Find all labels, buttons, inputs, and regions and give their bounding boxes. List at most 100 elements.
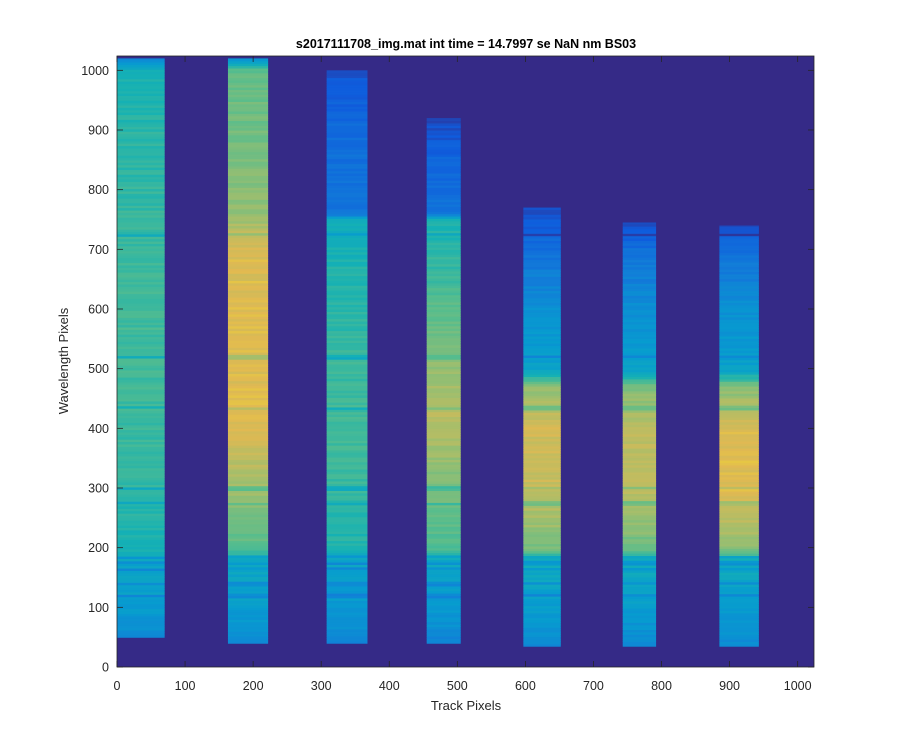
heatmap-cell (719, 493, 759, 497)
heatmap-cell (326, 371, 368, 375)
heatmap-cell (719, 237, 759, 241)
heatmap-cell (326, 640, 368, 644)
heatmap-cell (326, 602, 368, 606)
heatmap-cell (117, 135, 165, 139)
heatmap-cell (719, 240, 759, 244)
heatmap-cell (426, 442, 461, 446)
heatmap-cell (523, 233, 561, 237)
heatmap-cell (523, 333, 561, 337)
heatmap-cell (326, 175, 368, 179)
heatmap-cell (426, 485, 461, 489)
heatmap-cell (523, 607, 561, 611)
heatmap-cell (719, 433, 759, 437)
heatmap-cell (523, 302, 561, 306)
heatmap-cell (117, 596, 165, 600)
heatmap-cell (326, 318, 368, 322)
heatmap-cell (622, 443, 657, 447)
heatmap-cell (622, 266, 657, 270)
heatmap-cell (326, 287, 368, 291)
heatmap-cell (426, 118, 461, 122)
heatmap-cell (719, 323, 759, 327)
heatmap-cell (426, 177, 461, 181)
heatmap-cell (719, 624, 759, 628)
heatmap-cell (227, 87, 269, 91)
heatmap-cell (117, 257, 165, 261)
heatmap-cell (117, 524, 165, 528)
heatmap-cell (227, 571, 269, 575)
y-tick-label: 1000 (81, 64, 109, 78)
heatmap-cell (227, 115, 269, 119)
heatmap-cell (227, 564, 269, 568)
heatmap-cell (117, 114, 165, 118)
heatmap-cell (227, 72, 269, 76)
heatmap-cell (117, 152, 165, 156)
heatmap-cell (622, 612, 657, 616)
heatmap-cell (326, 246, 368, 250)
heatmap-cell (117, 513, 165, 517)
heatmap-cell (426, 187, 461, 191)
heatmap-cell (227, 96, 269, 100)
heatmap-cell (426, 495, 461, 499)
heatmap-cell (426, 208, 461, 212)
heatmap-cell (426, 476, 461, 480)
heatmap-cell (117, 427, 165, 431)
heatmap-cell (227, 297, 269, 301)
heatmap-cell (622, 407, 657, 411)
heatmap-cell (117, 81, 165, 85)
heatmap-cell (523, 278, 561, 282)
heatmap-cell (426, 122, 461, 126)
heatmap-cell (426, 332, 461, 336)
heatmap-cell (622, 419, 657, 423)
heatmap-cell (326, 394, 368, 398)
heatmap-cell (622, 567, 657, 571)
heatmap-cell (227, 98, 269, 102)
heatmap-cell (117, 598, 165, 602)
heatmap-cell (719, 548, 759, 552)
heatmap-cell (117, 431, 165, 435)
heatmap-cell (426, 144, 461, 148)
heatmap-cell (227, 320, 269, 324)
heatmap-cell (227, 375, 269, 379)
heatmap-cell (326, 528, 368, 532)
heatmap-cell (719, 412, 759, 416)
heatmap-cell (622, 483, 657, 487)
heatmap-cell (117, 412, 165, 416)
heatmap-cell (719, 276, 759, 280)
heatmap-cell (719, 524, 759, 528)
heatmap-cell (523, 264, 561, 268)
heatmap-cell (523, 593, 561, 597)
heatmap-cell (227, 540, 269, 544)
heatmap-cell (426, 528, 461, 532)
heatmap-cell (719, 307, 759, 311)
heatmap-cell (622, 252, 657, 256)
heatmap-cell (117, 85, 165, 89)
heatmap-cell (719, 264, 759, 268)
heatmap-cell (622, 314, 657, 318)
heatmap-cell (227, 351, 269, 355)
heatmap-cell (117, 248, 165, 252)
heatmap-cell (117, 217, 165, 221)
heatmap-cell (326, 478, 368, 482)
heatmap-cell (426, 581, 461, 585)
heatmap-cell (719, 452, 759, 456)
heatmap-cell (326, 392, 368, 396)
heatmap-cell (426, 227, 461, 231)
heatmap-cell (227, 602, 269, 606)
heatmap-cell (622, 588, 657, 592)
heatmap-cell (426, 440, 461, 444)
heatmap-cell (227, 397, 269, 401)
heatmap-cell (227, 356, 269, 360)
heatmap-cell (719, 545, 759, 549)
heatmap-cell (117, 143, 165, 147)
heatmap-cell (622, 560, 657, 564)
heatmap-cell (426, 320, 461, 324)
heatmap-cell (117, 95, 165, 99)
heatmap-cell (326, 194, 368, 198)
heatmap-cell (326, 461, 368, 465)
heatmap-cell (326, 270, 368, 274)
heatmap-cell (523, 230, 561, 234)
heatmap-cell (326, 325, 368, 329)
heatmap-cell (426, 488, 461, 491)
heatmap-cell (426, 437, 461, 441)
